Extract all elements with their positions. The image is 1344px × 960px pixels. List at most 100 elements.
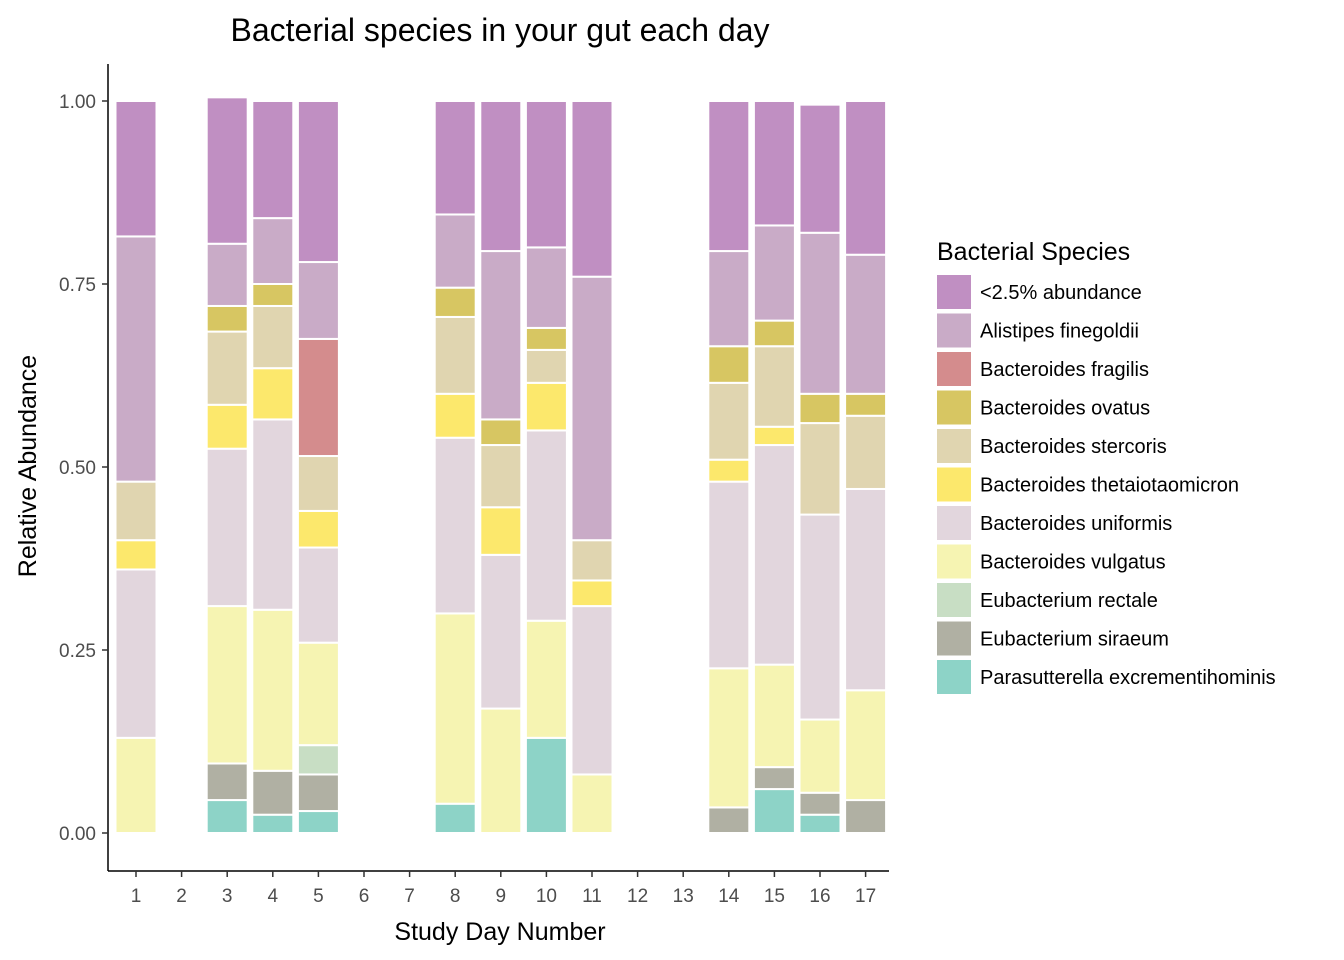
bar-segment-day-5-bacteroides-thetaiotaomicron <box>296 509 340 549</box>
bar-segment-day-10-bacteroides-stercoris <box>524 348 568 384</box>
bar-segment-day-10-parasutterella-excrementihominis <box>524 736 568 835</box>
bar-segment-day-8-bacteroides-uniformis <box>433 436 477 615</box>
bar-segment-day-5-alistipes-finegoldii <box>296 261 340 340</box>
bar-segment-day-17-eubacterium-siraeum <box>844 799 888 834</box>
bar-segment-day-15-eubacterium-siraeum <box>752 766 796 791</box>
bar-segment-day-9-bacteroides-ovatus <box>479 418 523 447</box>
bar-segment-day-16-bacteroides-ovatus <box>798 392 842 425</box>
legend-label: Bacteroides stercoris <box>980 436 1167 458</box>
x-tick-label: 13 <box>673 886 694 907</box>
legend-label: Bacteroides fragilis <box>980 359 1149 381</box>
bar-segment-day-16-alistipes-finegoldii <box>798 231 842 395</box>
bar-segment-day-3-bacteroides-stercoris <box>205 330 249 406</box>
x-tick-label: 6 <box>359 886 370 907</box>
legend-label: Parasutterella excrementihominis <box>980 667 1276 689</box>
bar-segment-day-9-alistipes-finegoldii <box>479 250 523 421</box>
bar-segment-day-9--2-5-abundance <box>479 100 523 253</box>
bar-segment-day-10-bacteroides-thetaiotaomicron <box>524 381 568 432</box>
bar-segment-day-17-bacteroides-vulgatus <box>844 689 888 802</box>
bar-segment-day-16-eubacterium-siraeum <box>798 791 842 816</box>
bar-segment-day-3--2-5-abundance <box>205 96 249 245</box>
x-tick-label: 9 <box>496 886 507 907</box>
x-tick-label: 12 <box>627 886 648 907</box>
bar-segment-day-5-bacteroides-vulgatus <box>296 641 340 747</box>
bar-segment-day-1-bacteroides-vulgatus <box>114 736 158 835</box>
bars-layer <box>114 96 888 835</box>
bar-segment-day-5--2-5-abundance <box>296 100 340 264</box>
legend: Bacterial Species <2.5% abundance Alistip… <box>937 238 1276 694</box>
bar-segment-day-14-bacteroides-uniformis <box>707 480 751 670</box>
bar-segment-day-5-bacteroides-fragilis <box>296 337 340 458</box>
bar-segment-day-15-bacteroides-ovatus <box>752 319 796 348</box>
legend-key <box>937 313 971 348</box>
bar-segment-day-3-bacteroides-ovatus <box>205 304 249 333</box>
legend-label: Eubacterium siraeum <box>980 629 1169 651</box>
bar-segment-day-16-bacteroides-stercoris <box>798 422 842 516</box>
bar-segment-day-10-bacteroides-uniformis <box>524 429 568 622</box>
bar-segment-day-3-alistipes-finegoldii <box>205 242 249 307</box>
legend-label: Eubacterium rectale <box>980 590 1158 612</box>
x-tick-label: 17 <box>855 886 876 907</box>
legend-key <box>937 583 971 617</box>
bar-segment-day-17-bacteroides-ovatus <box>844 392 888 417</box>
bar-segment-day-1-alistipes-finegoldii <box>114 235 158 483</box>
bar-segment-day-11-bacteroides-vulgatus <box>570 773 614 835</box>
legend-key <box>937 621 971 656</box>
bar-segment-day-10--2-5-abundance <box>524 100 568 249</box>
bar-segment-day-1-bacteroides-uniformis <box>114 568 158 739</box>
x-tick-label: 11 <box>582 886 602 907</box>
bar-segment-day-15-bacteroides-thetaiotaomicron <box>752 425 796 447</box>
x-tick-label: 15 <box>764 886 785 907</box>
bar-segment-day-4-alistipes-finegoldii <box>251 217 295 285</box>
bar-segment-day-14-bacteroides-vulgatus <box>707 667 751 809</box>
legend-key <box>937 429 971 463</box>
bar-segment-day-5-bacteroides-uniformis <box>296 546 340 644</box>
bar-segment-day-10-alistipes-finegoldii <box>524 246 568 329</box>
bar-segment-day-17-bacteroides-stercoris <box>844 414 888 490</box>
bar-segment-day-17--2-5-abundance <box>844 100 888 256</box>
bar-segment-day-10-bacteroides-ovatus <box>524 326 568 351</box>
x-tick-label: 3 <box>222 886 233 907</box>
bar-segment-day-15-bacteroides-stercoris <box>752 345 796 428</box>
bar-segment-day-3-bacteroides-thetaiotaomicron <box>205 403 249 450</box>
bar-segment-day-15-parasutterella-excrementihominis <box>752 788 796 835</box>
legend-key <box>937 352 971 386</box>
legend-title: Bacterial Species <box>937 238 1130 266</box>
bar-segment-day-8-bacteroides-vulgatus <box>433 612 477 805</box>
bar-segment-day-5-parasutterella-excrementihominis <box>296 810 340 834</box>
y-tick-label: 0.75 <box>59 275 96 296</box>
y-tick-label: 0.50 <box>59 458 96 479</box>
legend-key <box>937 390 971 425</box>
bar-segment-day-10-bacteroides-vulgatus <box>524 619 568 739</box>
x-axis-title: Study Day Number <box>394 918 605 946</box>
bar-segment-day-9-bacteroides-stercoris <box>479 444 523 509</box>
legend-key <box>937 506 971 540</box>
bar-segment-day-14-alistipes-finegoldii <box>707 250 751 348</box>
bar-segment-day-11-bacteroides-thetaiotaomicron <box>570 579 614 608</box>
y-tick-label: 0.25 <box>59 641 96 662</box>
bar-segment-day-8-alistipes-finegoldii <box>433 213 477 289</box>
bar-segment-day-4--2-5-abundance <box>251 100 295 220</box>
legend-label: <2.5% abundance <box>980 282 1142 304</box>
bar-segment-day-14-bacteroides-stercoris <box>707 381 751 461</box>
bar-segment-day-3-parasutterella-excrementihominis <box>205 799 249 834</box>
legend-label: Bacteroides thetaiotaomicron <box>980 475 1239 497</box>
bar-segment-day-8--2-5-abundance <box>433 100 477 216</box>
bar-segment-day-17-bacteroides-uniformis <box>844 487 888 692</box>
bar-segment-day-16-bacteroides-uniformis <box>798 513 842 721</box>
x-tick-label: 16 <box>809 886 830 907</box>
bar-segment-day-1--2-5-abundance <box>114 100 158 238</box>
x-tick-label: 8 <box>450 886 461 907</box>
bar-segment-day-5-bacteroides-stercoris <box>296 455 340 512</box>
bar-segment-day-8-bacteroides-ovatus <box>433 286 477 318</box>
legend-key <box>937 660 971 694</box>
x-tick-label: 7 <box>404 886 415 907</box>
bar-segment-day-15--2-5-abundance <box>752 100 796 227</box>
bar-segment-day-11-alistipes-finegoldii <box>570 275 614 542</box>
bar-segment-day-3-bacteroides-vulgatus <box>205 605 249 765</box>
bar-segment-day-4-bacteroides-thetaiotaomicron <box>251 367 295 421</box>
bar-segment-day-8-parasutterella-excrementihominis <box>433 802 477 834</box>
bar-segment-day-3-bacteroides-uniformis <box>205 447 249 608</box>
bar-segment-day-11-bacteroides-stercoris <box>570 539 614 582</box>
